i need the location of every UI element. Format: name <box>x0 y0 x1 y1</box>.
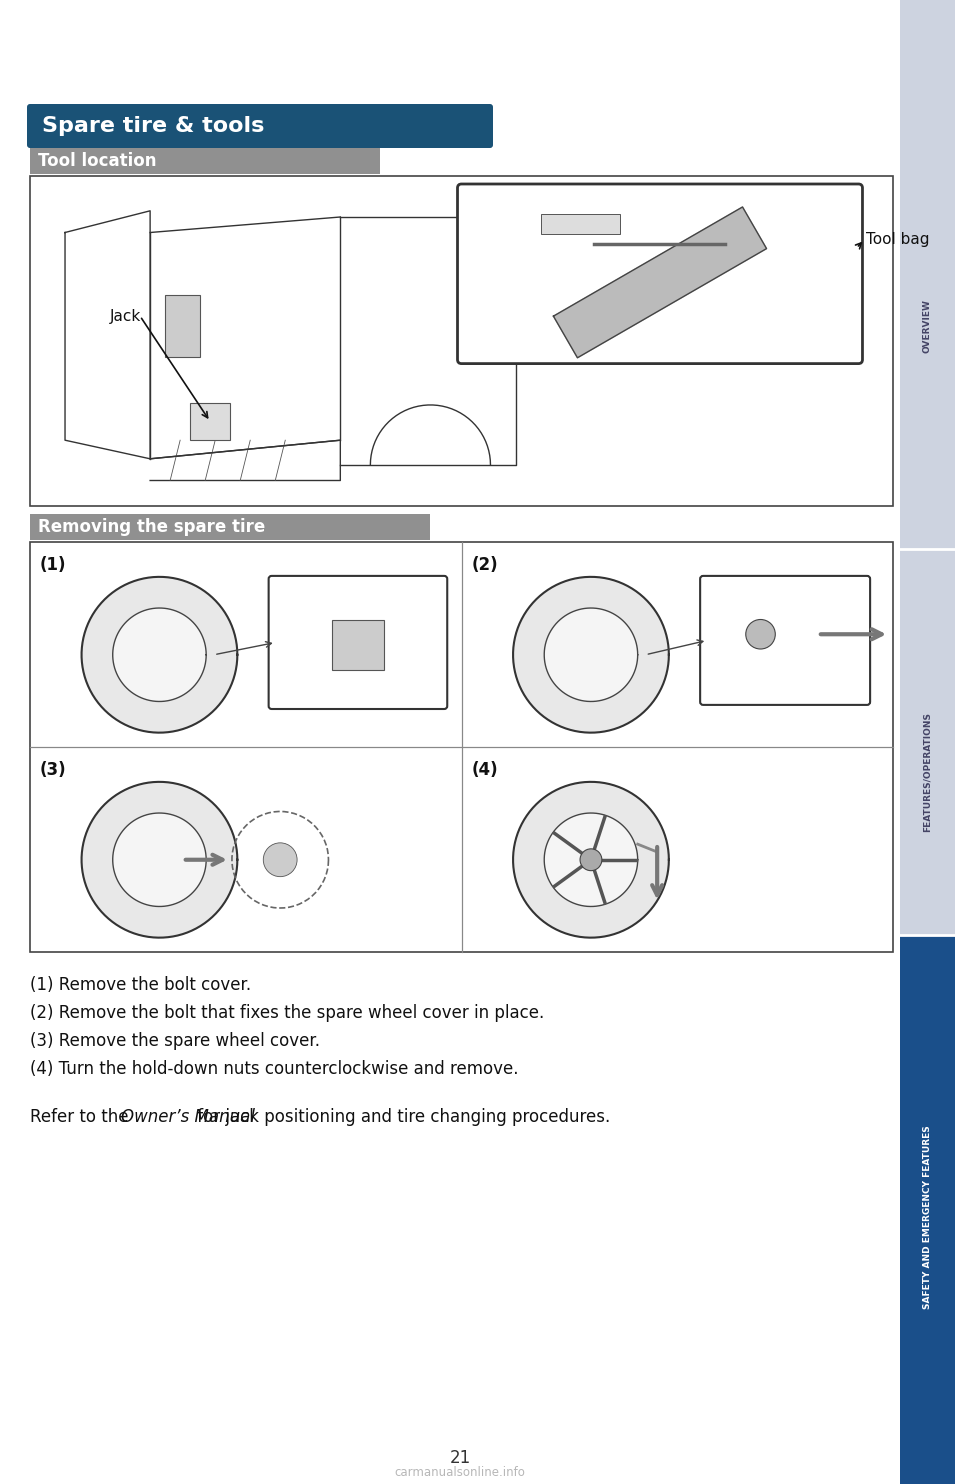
Text: Tool bag: Tool bag <box>867 232 930 246</box>
Text: FEATURES/OPERATIONS: FEATURES/OPERATIONS <box>923 712 932 831</box>
Bar <box>30 542 893 953</box>
Polygon shape <box>544 608 637 702</box>
Text: (3): (3) <box>40 761 66 779</box>
Circle shape <box>580 849 602 871</box>
Bar <box>165 294 201 356</box>
Text: (4): (4) <box>471 761 498 779</box>
Bar <box>900 549 955 935</box>
Text: OVERVIEW: OVERVIEW <box>923 300 932 353</box>
Bar <box>900 935 955 1484</box>
Text: (2): (2) <box>471 556 498 574</box>
Text: (1) Remove the bolt cover.: (1) Remove the bolt cover. <box>30 976 252 994</box>
Text: (1): (1) <box>40 556 66 574</box>
Text: Refer to the: Refer to the <box>30 1109 133 1126</box>
Polygon shape <box>112 813 206 907</box>
Bar <box>540 214 620 234</box>
Text: carmanualsonline.info: carmanualsonline.info <box>395 1466 525 1478</box>
Bar <box>30 177 893 506</box>
Bar <box>190 404 230 441</box>
Circle shape <box>746 619 776 649</box>
FancyBboxPatch shape <box>700 576 870 705</box>
Polygon shape <box>553 206 766 358</box>
Text: Spare tire & tools: Spare tire & tools <box>42 116 264 137</box>
FancyBboxPatch shape <box>27 104 493 148</box>
Bar <box>332 620 384 671</box>
Bar <box>30 513 430 540</box>
Polygon shape <box>82 577 237 733</box>
Text: (4) Turn the hold-down nuts counterclockwise and remove.: (4) Turn the hold-down nuts counterclock… <box>30 1060 518 1077</box>
Polygon shape <box>544 813 637 907</box>
Text: for jack positioning and tire changing procedures.: for jack positioning and tire changing p… <box>192 1109 610 1126</box>
Polygon shape <box>82 782 237 938</box>
Polygon shape <box>513 577 669 733</box>
FancyBboxPatch shape <box>458 184 862 364</box>
Text: SAFETY AND EMERGENCY FEATURES: SAFETY AND EMERGENCY FEATURES <box>923 1125 932 1309</box>
Text: (2) Remove the bolt that fixes the spare wheel cover in place.: (2) Remove the bolt that fixes the spare… <box>30 1005 544 1022</box>
Text: Removing the spare tire: Removing the spare tire <box>38 518 265 536</box>
Text: (3) Remove the spare wheel cover.: (3) Remove the spare wheel cover. <box>30 1031 320 1051</box>
Text: Owner’s Manual: Owner’s Manual <box>121 1109 255 1126</box>
Text: 21: 21 <box>449 1448 470 1468</box>
Text: Jack: Jack <box>110 309 141 324</box>
Circle shape <box>263 843 297 877</box>
Bar <box>30 148 380 174</box>
Bar <box>900 0 955 549</box>
FancyBboxPatch shape <box>269 576 447 709</box>
Text: Tool location: Tool location <box>38 151 156 171</box>
Polygon shape <box>112 608 206 702</box>
Polygon shape <box>513 782 669 938</box>
